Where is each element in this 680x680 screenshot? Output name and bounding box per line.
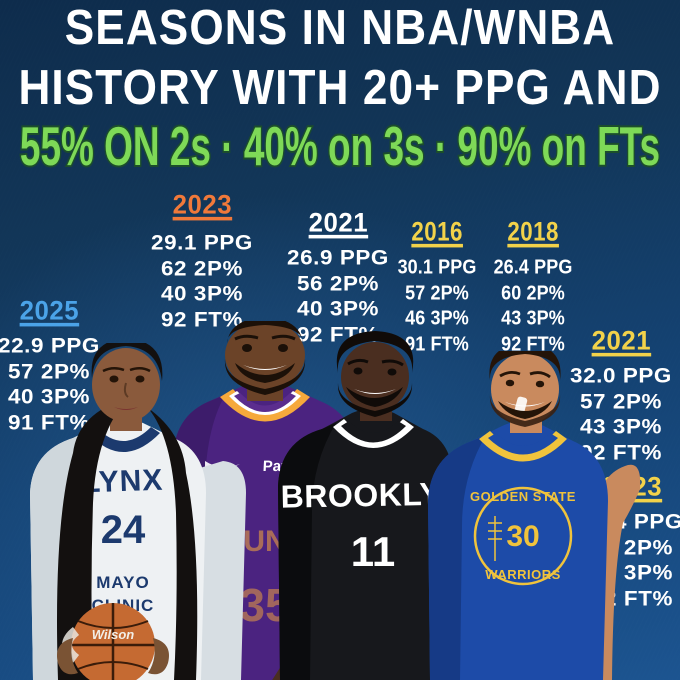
svg-text:MAYO: MAYO xyxy=(96,573,149,592)
svg-text:11: 11 xyxy=(351,528,395,575)
svg-text:24: 24 xyxy=(101,508,146,552)
svg-text:30: 30 xyxy=(506,520,539,553)
svg-text:Wilson: Wilson xyxy=(92,627,135,642)
svg-text:GOLDEN STATE: GOLDEN STATE xyxy=(470,489,576,504)
svg-text:WARRIORS: WARRIORS xyxy=(485,567,561,582)
